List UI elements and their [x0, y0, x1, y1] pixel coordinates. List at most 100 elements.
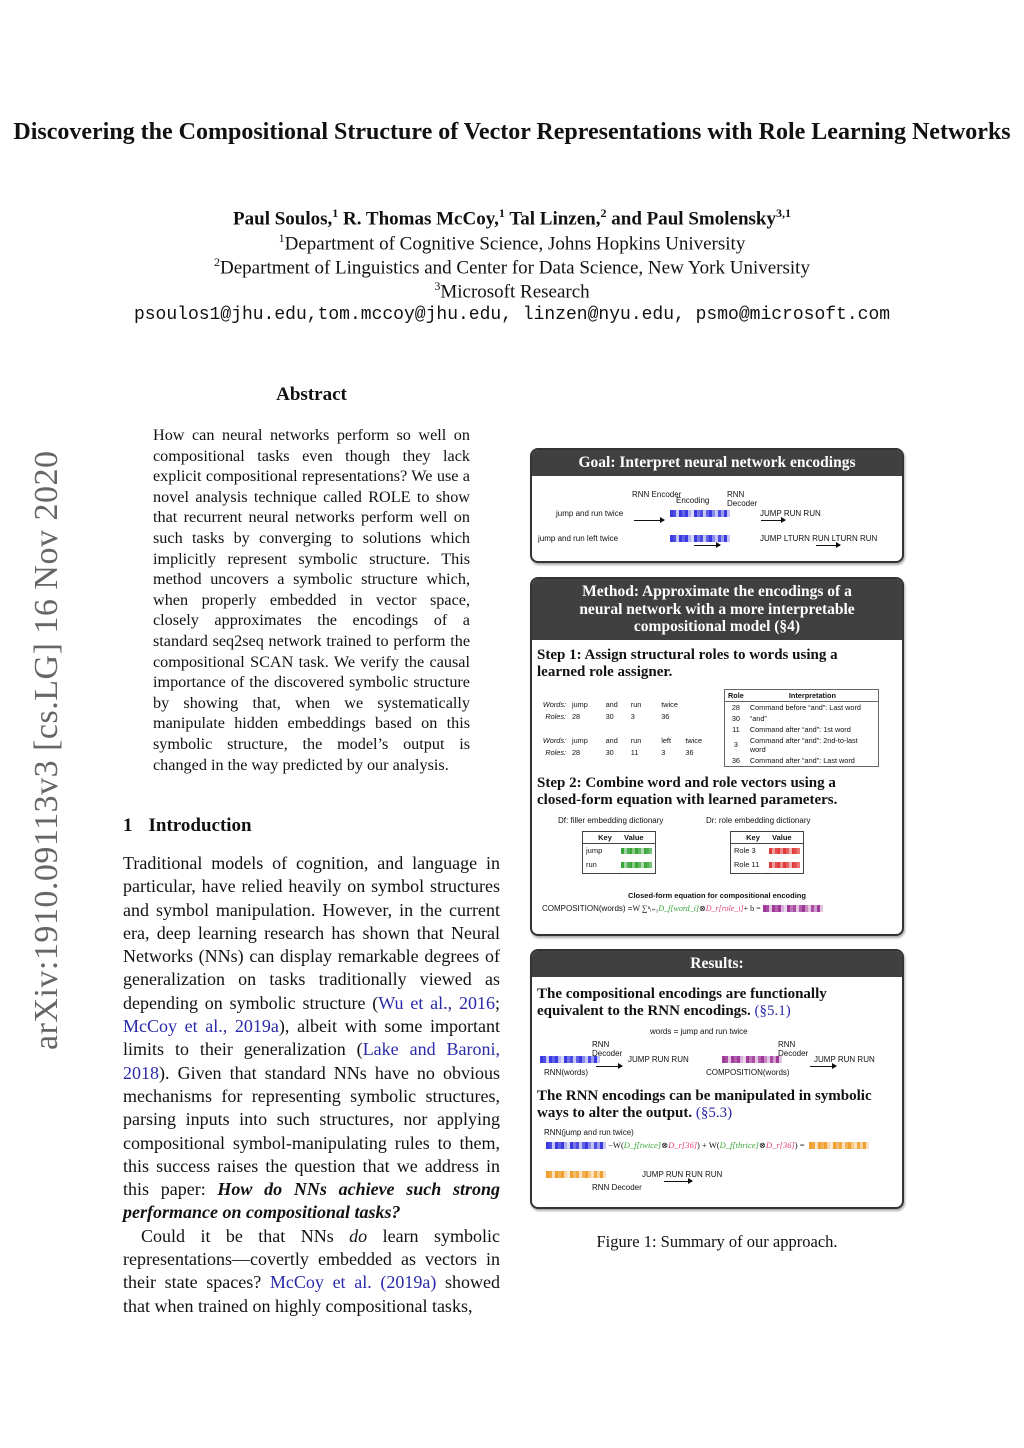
rnn-vector [540, 1055, 600, 1063]
dictionary-row: Role 11 [731, 858, 803, 872]
word: run [630, 735, 642, 745]
filler-dictionary-table: Key Value jump run... [582, 830, 656, 876]
citation-link[interactable]: McCoy et al., 2019a [123, 1016, 279, 1037]
text-span: How do NNs achieve such strong performan… [123, 1179, 501, 1223]
words-definition: words = jump and run twice [650, 1026, 748, 1036]
output-sequence: JUMP RUN RUN [814, 1054, 875, 1064]
role-id: 28 [572, 711, 581, 721]
dictionary-row: run [583, 858, 655, 872]
manipulated-vector [808, 1141, 869, 1149]
citation-link[interactable]: Wu et al., 2016 [378, 992, 495, 1013]
word: jump [572, 735, 588, 745]
role-dict-label: Dr: role embedding dictionary [706, 815, 811, 825]
rnn-vector [546, 1141, 606, 1149]
role-id: 30 [605, 747, 614, 757]
role-interpretation-table: Role Interpretation 28 Command before “and… [724, 688, 879, 767]
composition-equation: COMPOSITION(words) = W ∑ⁿᵢ₌₁ D_f[word_i]… [542, 904, 823, 913]
word: twice [685, 735, 703, 745]
intro-text: Traditional models of cognition, and lan… [123, 852, 500, 1318]
arrow-icon [810, 1062, 837, 1069]
output-sequence: JUMP RUN RUN RUN [642, 1169, 723, 1179]
citation-link[interactable]: McCoy et al. (2019a) [269, 1272, 437, 1293]
composition-vector [722, 1055, 782, 1063]
table-row: 3 Command after “and”: 2nd-to-last word [733, 735, 858, 754]
role-id: 11 [630, 747, 639, 757]
arrow-icon [634, 516, 665, 523]
encoding-vector [670, 534, 730, 542]
composition-vector [762, 904, 823, 912]
table-row: 36 Command after “and”: Last word [731, 755, 855, 765]
output-sequence: JUMP RUN RUN [760, 508, 821, 518]
affiliation-2: 2Department of Linguistics and Center fo… [214, 255, 810, 279]
result1-text: The compositional encodings are function… [537, 985, 827, 1020]
author-name: Paul Soulos, [233, 208, 333, 230]
author-name: R. Thomas McCoy, [338, 208, 499, 230]
encoding-label: Encoding [676, 495, 710, 505]
arxiv-stamp: arXiv:1910.09113v3 [cs.LG] 16 Nov 2020 [28, 450, 65, 1050]
table-row: 28 Command before “and”: Last word [731, 702, 861, 712]
encoder-label: RNN Encoder [632, 489, 682, 499]
step2-heading: Step 2: Combine word and role vectors us… [537, 774, 838, 809]
author-name: Tal Linzen, [504, 208, 601, 230]
affiliation-3: 3Microsoft Research [434, 279, 590, 303]
input-sentence: jump and run left twice [538, 533, 619, 543]
abstract-heading: Abstract [276, 384, 347, 405]
result2-text: The RNN encodings can be manipulated in … [537, 1087, 872, 1122]
manipulation-equation: −W(D_f[twice] ⊗ D_r[36]) + W(D_f[thrice]… [546, 1140, 869, 1151]
rnn-words-label: RNN(words) [544, 1067, 588, 1077]
manipulated-vector [546, 1170, 606, 1178]
abstract-text: How can neural networks perform so well … [153, 426, 470, 774]
text-span: ), albeit with some important limits to … [123, 1016, 500, 1060]
dictionary-row: jump [583, 844, 655, 858]
arrow-icon [815, 541, 841, 548]
author-name: and Paul Smolensky [606, 208, 776, 230]
input-sentence: jump and run twice [556, 508, 624, 518]
results-panel: Results: The compositional encodings are… [530, 949, 904, 1209]
author-emails[interactable]: psoulos1@jhu.edu,tom.mccoy@jhu.edu, linz… [133, 305, 891, 325]
role-id: 36 [685, 747, 694, 757]
encoding-vector [670, 509, 730, 517]
affiliation-1: 1Department of Cognitive Science, Johns … [278, 231, 746, 255]
role-id: 3 [630, 711, 635, 721]
role-id: 3 [661, 747, 666, 757]
text-span: ; [494, 992, 500, 1013]
word: twice [661, 699, 678, 709]
filler-dict-label: Df: filler embedding dictionary [558, 815, 664, 825]
decoder-label: RNN Decoder [592, 1039, 623, 1059]
output-sequence: JUMP RUN RUN [628, 1054, 689, 1064]
role-id: 30 [605, 711, 614, 721]
method-heading: Method: Approximate the encodings of a n… [532, 579, 902, 640]
decoder-label: RNN Decoder [592, 1182, 642, 1192]
role-dictionary-table: Key Value Role 3 Role 11... [730, 830, 804, 876]
text-span: learn symbolic representations—covertly … [123, 1225, 500, 1293]
text-span: Could it be that NNs [141, 1225, 350, 1246]
results-heading: Results: [532, 951, 902, 977]
goal-panel: Goal: Interpret neural network encodings… [530, 448, 904, 563]
text-span: showed that when trained on highly compo… [123, 1272, 500, 1316]
text-span: do [349, 1225, 368, 1246]
dictionary-row: Role 3 [731, 844, 803, 858]
arrow-icon [664, 1177, 693, 1184]
role-id: 28 [572, 747, 581, 757]
table-row: 11 Command after “and”: 1st word [732, 724, 851, 734]
equation-title: Closed-form equation for compositional e… [628, 890, 806, 900]
word: run [630, 699, 642, 709]
arrow-icon [596, 1062, 623, 1069]
paper-title: Discovering the Compositional Structure … [13, 119, 1011, 145]
citation-link[interactable]: Lake and Baroni, 2018 [123, 1039, 501, 1083]
table-row: 30 “and” [731, 713, 767, 723]
step1-heading: Step 1: Assign structural roles to words… [537, 646, 838, 681]
text-span: ). Given that standard NNs have no obvio… [123, 1062, 500, 1200]
author-list: Paul Soulos,1 R. Thomas McCoy,1 Tal Linz… [233, 206, 791, 230]
arrow-icon [694, 541, 722, 548]
output-sequence: JUMP LTURN RUN LTURN RUN [760, 533, 878, 543]
arrow-icon [761, 516, 787, 523]
decoder-label: RNN Decoder [727, 489, 758, 509]
word: and [605, 699, 618, 709]
goal-heading: Goal: Interpret neural network encodings [532, 450, 902, 476]
section-heading: 1 Introduction [123, 815, 252, 836]
method-panel: Method: Approximate the encodings of a n… [530, 577, 904, 936]
composition-words-label: COMPOSITION(words) [706, 1067, 790, 1077]
word: and [605, 735, 618, 745]
decoder-label: RNN Decoder [778, 1039, 809, 1059]
